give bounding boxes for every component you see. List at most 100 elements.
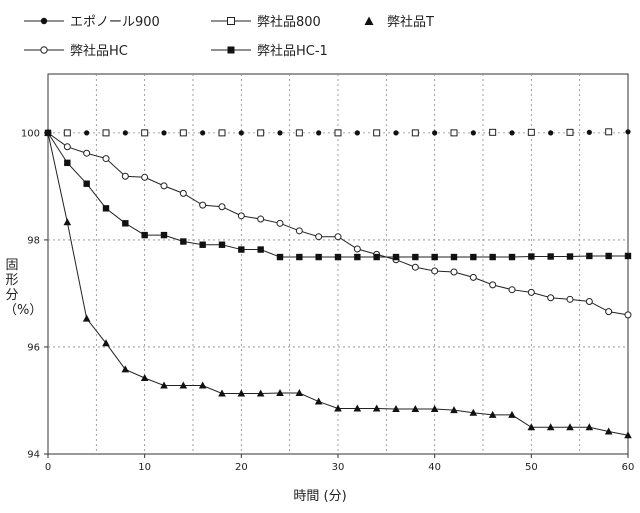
data-point-3 [276, 219, 284, 227]
data-point-3 [334, 233, 342, 241]
data-point-3 [585, 297, 593, 305]
data-point-1 [489, 128, 497, 136]
data-point-4 [315, 253, 322, 261]
y-axis-label: 固形分（%） [4, 258, 43, 318]
data-point-2 [585, 423, 594, 431]
data-point-4 [257, 246, 264, 253]
data-point-4 [508, 253, 516, 261]
data-point-4 [547, 253, 554, 260]
data-point-4 [586, 252, 593, 260]
data-point-2 [140, 374, 149, 381]
data-point-4 [470, 253, 477, 261]
data-point-3 [431, 267, 439, 275]
data-point-2 [411, 405, 420, 413]
data-point-0 [84, 130, 90, 136]
data-point-4 [334, 253, 342, 261]
data-point-0 [625, 129, 631, 135]
legend-item-product800: 弊社品800 [211, 11, 321, 30]
data-point-2 [295, 388, 304, 396]
data-point-4 [354, 253, 361, 261]
data-point-2 [527, 423, 536, 431]
data-point-0 [354, 130, 360, 136]
data-point-4 [102, 205, 110, 212]
data-point-2 [198, 381, 207, 389]
legend-item-productHC: 弊社品HC [24, 40, 128, 59]
legend-marker-filled-circle [24, 17, 64, 24]
data-point-4 [64, 159, 71, 167]
data-point-2 [430, 405, 439, 413]
data-point-3 [566, 295, 574, 303]
data-point-2 [469, 408, 478, 416]
y-tick-label: 94 [27, 450, 40, 461]
data-point-4 [412, 253, 419, 261]
data-point-1 [527, 128, 535, 136]
x-tick-label: 20 [235, 462, 248, 473]
data-point-1 [102, 129, 110, 137]
data-point-4 [83, 180, 90, 187]
data-point-2 [276, 388, 284, 396]
data-point-4 [392, 253, 400, 261]
data-point-4 [296, 253, 303, 261]
data-point-3 [547, 294, 555, 302]
data-point-0 [238, 130, 244, 136]
data-point-1 [450, 129, 458, 137]
data-point-4 [489, 253, 496, 261]
data-point-3 [63, 143, 71, 151]
x-tick-label: 10 [138, 462, 151, 473]
data-point-2 [392, 405, 400, 413]
legend-marker-open-square [211, 16, 251, 25]
data-point-4 [450, 253, 458, 261]
legend-marker-open-circle [24, 45, 64, 54]
data-point-3 [353, 245, 361, 253]
data-point-3 [489, 281, 497, 289]
data-point-4 [218, 241, 226, 248]
data-point-0 [161, 130, 167, 136]
legend-label: 弊社品800 [257, 15, 321, 30]
data-point-2 [237, 389, 246, 397]
data-point-3 [83, 149, 91, 157]
data-point-3 [160, 182, 168, 190]
data-point-4 [566, 253, 574, 260]
data-point-3 [179, 189, 187, 197]
data-point-1 [179, 129, 187, 137]
data-point-2 [372, 404, 381, 412]
data-point-4 [605, 252, 612, 260]
data-point-3 [295, 227, 303, 235]
data-point-3 [199, 201, 207, 209]
legend-label: 弊社品HC [70, 44, 128, 59]
data-point-2 [121, 365, 130, 373]
data-point-1 [566, 128, 574, 136]
x-tick-label: 40 [428, 462, 441, 473]
data-point-2 [218, 389, 226, 397]
x-tick-label: 0 [45, 462, 51, 473]
legend-label: エポノール900 [70, 15, 160, 30]
data-point-1 [257, 129, 265, 137]
data-point-2 [82, 314, 91, 322]
data-point-3 [508, 286, 516, 294]
data-point-3 [237, 212, 245, 220]
data-point-2 [508, 410, 516, 418]
data-point-0 [393, 130, 399, 136]
data-point-1 [411, 129, 419, 137]
legend-item-productT: 弊社品T [357, 11, 434, 30]
y-tick-label: 98 [27, 235, 40, 246]
data-point-4 [199, 241, 206, 248]
data-point-0 [470, 130, 476, 136]
y-tick-label: 96 [27, 342, 40, 353]
data-point-2 [624, 431, 632, 439]
data-point-2 [160, 381, 168, 389]
data-point-2 [566, 423, 574, 431]
data-point-3 [605, 308, 613, 316]
data-point-0 [200, 130, 206, 136]
x-tick-label: 50 [525, 462, 538, 473]
data-point-4 [160, 231, 168, 239]
data-point-1 [373, 129, 381, 137]
x-tick-label: 30 [332, 462, 345, 473]
data-point-4 [373, 253, 380, 261]
data-point-2 [179, 381, 188, 389]
data-point-4 [624, 252, 632, 260]
data-point-3 [218, 203, 226, 211]
data-point-4 [44, 129, 52, 137]
data-point-1 [334, 129, 342, 137]
